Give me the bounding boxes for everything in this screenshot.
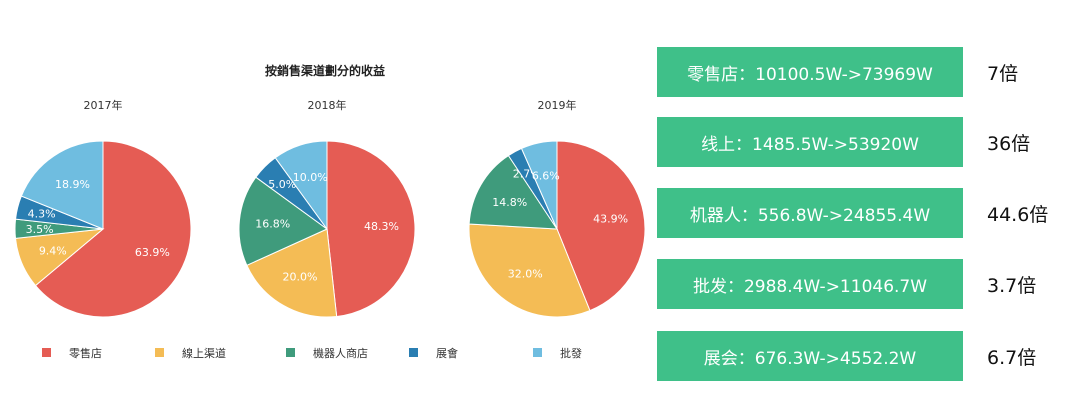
stat-multiplier-wholesale: 3.7倍 <box>987 274 1037 297</box>
pie-slice <box>468 223 591 318</box>
pie-slice-label: 6.6% <box>532 170 560 183</box>
stat-box-exhibition: 展会：676.3W->4552.2W <box>657 331 963 381</box>
stat-box-robot: 机器人：556.8W->24855.4W <box>657 188 963 238</box>
pie-slice-label: 18.9% <box>55 178 90 191</box>
legend-swatch <box>533 348 542 357</box>
pie-year-label: 2018年 <box>308 98 347 112</box>
legend-swatch <box>42 348 51 357</box>
pie-slice <box>246 228 338 318</box>
pie-slice <box>20 140 104 230</box>
stat-row-robot: 机器人：556.8W->24855.4W 44.6倍 <box>657 188 1080 238</box>
legend-swatch <box>286 348 295 357</box>
pie-slice-label: 9.4% <box>39 244 67 257</box>
pie-slice-label: 43.9% <box>593 213 628 226</box>
legend-label: 機器人商店 <box>313 346 368 360</box>
pie-slice-label: 14.8% <box>492 196 527 209</box>
pie-slice <box>520 140 558 230</box>
pie-slice <box>468 154 558 230</box>
legend-item: 批發 <box>533 346 582 360</box>
stat-multiplier-retail: 7倍 <box>987 62 1019 85</box>
pie-year-label: 2019年 <box>538 98 577 112</box>
pie-slice-label: 20.0% <box>283 270 318 283</box>
legend-label: 線上渠道 <box>182 346 226 360</box>
revenue-pie-charts: 按銷售渠道劃分的收益 2017年 63.9% 9.4% 3.5% 4.3% 18.9% 201… <box>14 63 646 360</box>
pie-slice-label: 63.9% <box>135 246 170 259</box>
pie-slice <box>274 140 328 231</box>
legend-swatch <box>155 348 164 357</box>
pie-year-label: 2017年 <box>84 98 123 112</box>
pie-slice-label: 5.0% <box>268 178 296 191</box>
legend-label: 零售店 <box>69 346 102 360</box>
pie-slice <box>556 140 646 312</box>
stat-row-exhibition: 展会：676.3W->4552.2W 6.7倍 <box>657 331 1080 381</box>
pie-slice-label: 16.8% <box>255 217 290 230</box>
stat-multiplier-exhibition: 6.7倍 <box>987 346 1037 369</box>
stat-multiplier-robot: 44.6倍 <box>987 203 1049 226</box>
pie-slice-label: 4.3% <box>28 207 56 220</box>
pie-slice-label: 48.3% <box>364 220 399 233</box>
legend-label: 展會 <box>436 346 458 360</box>
stat-row-retail: 零售店：10100.5W->73969W 7倍 <box>657 47 1080 97</box>
growth-stats-panel: 零售店：10100.5W->73969W 7倍 线上：1485.5W->5392… <box>657 0 1080 405</box>
stat-box-wholesale: 批发：2988.4W->11046.7W <box>657 259 963 309</box>
pie-slice-label: 10.0% <box>293 171 328 184</box>
stat-box-retail: 零售店：10100.5W->73969W <box>657 47 963 97</box>
stat-row-online: 线上：1485.5W->53920W 36倍 <box>657 117 1080 167</box>
pie-slice-label: 32.0% <box>508 267 543 280</box>
legend-swatch <box>409 348 418 357</box>
pie-slice <box>238 176 328 266</box>
legend-label: 批發 <box>560 346 582 360</box>
pie-slice <box>34 140 192 318</box>
legend-item: 零售店 <box>42 346 102 360</box>
legend-item: 機器人商店 <box>286 346 368 360</box>
chart-title: 按銷售渠道劃分的收益 <box>265 63 385 78</box>
pie-slice <box>326 140 416 318</box>
stat-multiplier-online: 36倍 <box>987 132 1031 155</box>
legend-item: 線上渠道 <box>155 346 226 360</box>
pie-chart-svg: 按銷售渠道劃分的收益 2017年 63.9% 9.4% 3.5% 4.3% 18.9% 201… <box>14 63 646 360</box>
pie-slice-label: 3.5% <box>26 223 54 236</box>
stat-row-wholesale: 批发：2988.4W->11046.7W 3.7倍 <box>657 259 1080 309</box>
legend-item: 展會 <box>409 346 458 360</box>
stat-box-online: 线上：1485.5W->53920W <box>657 117 963 167</box>
